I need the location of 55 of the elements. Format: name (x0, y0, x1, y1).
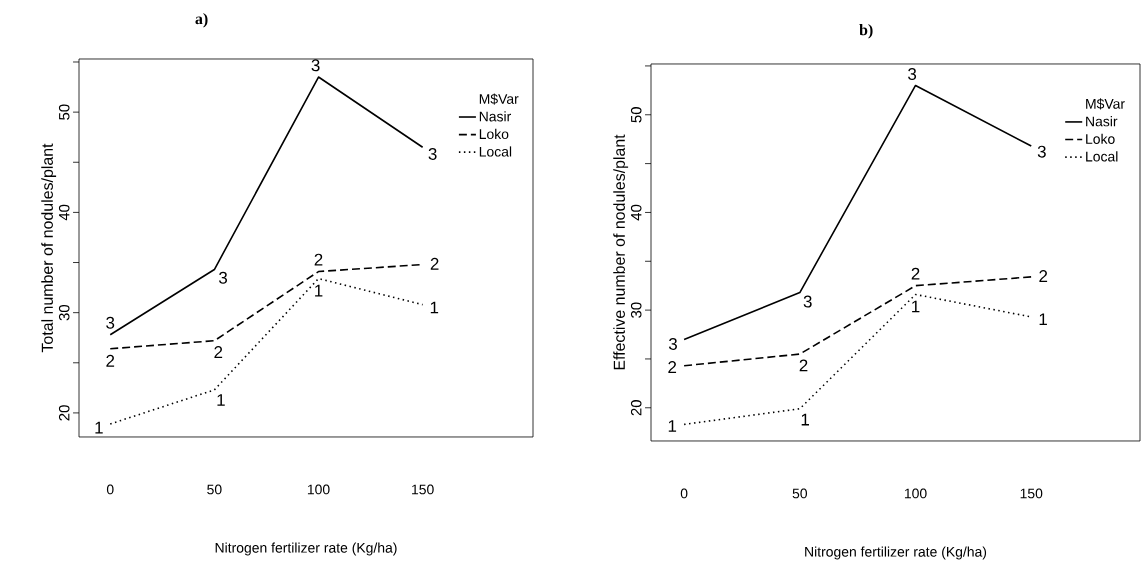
y-axis-title: Effective number of nodules/plant (613, 134, 629, 370)
annotation: 2 (799, 359, 808, 372)
y-tick-label: 40 (58, 204, 70, 221)
y-tick-label: 20 (630, 400, 642, 416)
annotation: 3 (219, 271, 228, 284)
x-axis-title: Nitrogen fertilizer rate (Kg/ha) (805, 546, 987, 560)
annotation: 2 (1039, 270, 1048, 282)
legend-label: Local (479, 146, 512, 157)
x-tick-label: 50 (792, 488, 808, 499)
y-tick-label: 50 (58, 104, 70, 120)
y-tick-label: 50 (630, 107, 642, 123)
annotation: 3 (1037, 145, 1046, 158)
annotation: 1 (1039, 313, 1047, 326)
annotation: 2 (214, 346, 223, 358)
legend-label: Loko (479, 128, 509, 140)
x-tick-label: 150 (1020, 488, 1043, 499)
annotation: 1 (217, 394, 225, 406)
annotation: 3 (428, 147, 437, 160)
chart-title: a) (195, 13, 208, 28)
y-tick-label: 30 (630, 302, 642, 318)
y-tick-label: 30 (58, 304, 70, 321)
legend-label: Local (1086, 151, 1118, 162)
x-tick-label: 50 (207, 484, 222, 495)
annotation: 2 (106, 354, 115, 367)
legend-title: M$Var (479, 93, 519, 105)
legend-label: Loko (1086, 133, 1115, 144)
annotation: 3 (803, 295, 812, 308)
annotation: 2 (911, 267, 920, 280)
x-tick-label: 100 (904, 488, 927, 499)
annotation: 3 (311, 59, 320, 72)
line-series (683, 84, 1033, 341)
chart-title: b) (859, 24, 873, 39)
y-tick-label: 40 (630, 204, 642, 221)
x-tick-label: 150 (412, 484, 434, 495)
legend-label: Nasir (1086, 116, 1118, 127)
x-axis-title: Nitrogen fertilizer rate (Kg/ha) (215, 542, 397, 556)
y-axis-title: Total number of nodules/plant (41, 143, 57, 353)
x-tick-label: 0 (106, 484, 114, 495)
annotation: 1 (912, 300, 920, 313)
annotation: 1 (668, 420, 677, 432)
annotation: 2 (430, 257, 439, 270)
y-tick-label: 20 (58, 405, 70, 421)
annotation: 1 (430, 301, 439, 314)
annotation: 2 (314, 253, 323, 266)
annotation: 3 (668, 337, 677, 350)
annotation: 1 (801, 413, 809, 426)
annotation: 2 (668, 361, 677, 373)
x-tick-label: 0 (680, 488, 688, 499)
annotation: 1 (315, 284, 323, 297)
legend-label: Nasir (479, 111, 512, 122)
annotation: 3 (106, 316, 115, 329)
legend-title: M$Var (1086, 98, 1125, 110)
annotation: 3 (908, 67, 917, 80)
x-tick-label: 100 (307, 484, 330, 495)
annotation: 1 (95, 421, 103, 434)
